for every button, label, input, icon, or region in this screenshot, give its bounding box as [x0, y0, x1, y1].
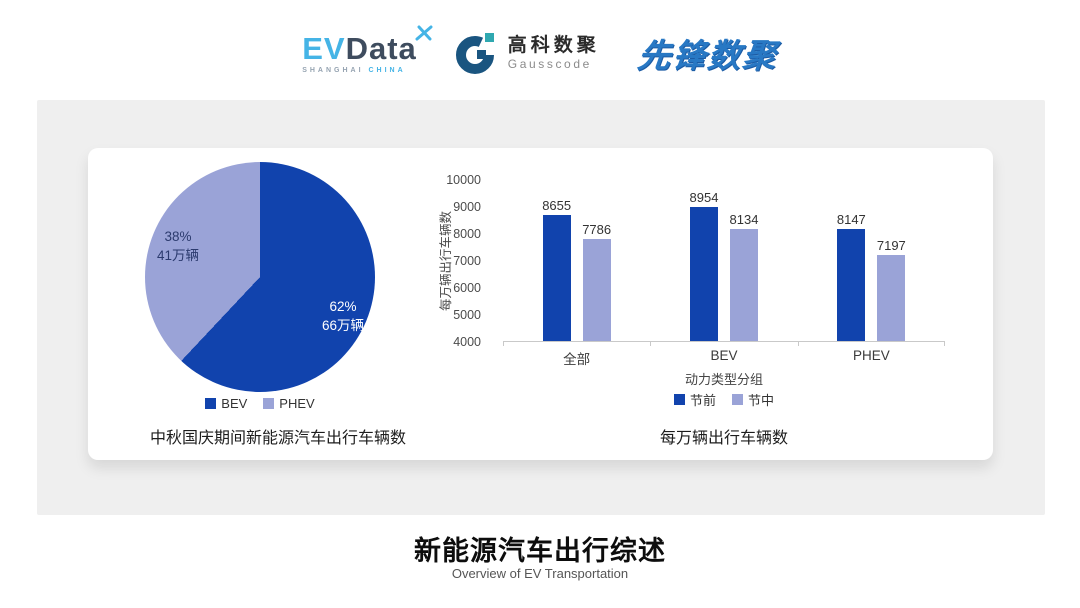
bar-y-tick-labels: 4000 5000 6000 7000 8000 9000 10000: [443, 174, 491, 348]
x-axis-tick: [503, 342, 504, 346]
evdata-x-icon: [415, 25, 433, 40]
evdata-wordmark: EVData: [302, 25, 433, 66]
charts-panel: 38% 41万辆 62% 66万辆 BEV PHEV 中秋国庆期间新能源汽车出行车…: [37, 100, 1045, 515]
x-category-label-BEV: BEV: [710, 348, 738, 363]
gausscode-logo: 高科数聚 Gausscode: [455, 31, 600, 75]
page-subtitle: Overview of EV Transportation: [451, 566, 629, 581]
pie-legend-label: BEV: [221, 396, 248, 411]
bar-节中-全部: [582, 238, 611, 341]
bar-节前-BEV: [690, 207, 718, 341]
y-tick-label: 7000: [453, 254, 481, 268]
bar-value-label: 8954: [689, 190, 719, 206]
gausscode-cn-text: 高科数聚: [507, 35, 600, 57]
y-tick-label: 10000: [446, 173, 481, 187]
x-axis-tick: [944, 342, 945, 346]
pie-graphic: 38% 41万辆 62% 66万辆: [145, 162, 375, 392]
evdata-logo: EVData SHANGHAI CHINA: [302, 25, 433, 74]
pioneer-text: 先锋数聚: [635, 37, 780, 74]
bar-plot-area: 8655 7786 8954 8134 8147 7197: [503, 180, 945, 346]
bar-legend-label: 节中: [748, 393, 775, 408]
pie-chart-title: 中秋国庆期间新能源汽车出行车辆数: [149, 430, 406, 447]
bar-节中-PHEV: [877, 254, 906, 341]
pie-legend: BEV PHEV: [145, 396, 375, 411]
y-tick-label: 5000: [453, 308, 481, 322]
bar-legend-item-节前: 节前: [673, 390, 716, 409]
bar-legend: 节前 节中: [503, 390, 945, 409]
bar-legend-item-节中: 节中: [732, 390, 774, 409]
bar-legend-label: 节前: [689, 393, 716, 408]
x-category-label-全部: 全部: [563, 352, 591, 367]
evdata-china-text: CHINA: [368, 66, 406, 74]
bar-value-label: 7786: [582, 221, 612, 237]
x-category-label-PHEV: PHEV: [852, 348, 890, 363]
pie-bev-percent: 62%: [329, 299, 357, 314]
bar-节前-PHEV: [837, 229, 866, 341]
pie-legend-item-PHEV: PHEV: [263, 396, 315, 411]
pie-label-bev: 62% 66万辆: [322, 298, 364, 336]
bar-legend-swatch: [732, 394, 743, 405]
bar-legend-swatch: [673, 394, 685, 405]
pie-label-phev: 38% 41万辆: [157, 228, 199, 266]
bar-value-label: 8134: [729, 212, 759, 228]
x-axis-tick: [797, 342, 799, 346]
header-logos: EVData SHANGHAI CHINA 高科数聚 Gausscode: [0, 24, 1080, 82]
evdata-shanghai-text: SHANGHAI: [302, 66, 364, 74]
x-axis-tick: [650, 342, 652, 346]
pioneer-logo: 先锋数聚: [635, 29, 780, 77]
evdata-ev-text: EV: [302, 30, 346, 66]
bar-chart-title: 每万辆出行车辆数: [659, 430, 788, 447]
bar-value-label: 7197: [876, 237, 906, 253]
gausscode-text: 高科数聚 Gausscode: [508, 35, 600, 71]
bar-节前-全部: [542, 215, 571, 341]
bar-x-axis-title: 动力类型分组: [684, 372, 763, 387]
pie-legend-label: PHEV: [279, 396, 315, 411]
y-tick-label: 6000: [453, 281, 481, 295]
bar-value-label: 8655: [542, 198, 572, 214]
pie-phev-percent: 38%: [164, 229, 192, 244]
gausscode-g-icon: [455, 33, 494, 74]
evdata-data-text: Data: [345, 30, 417, 66]
bar-value-label: 8147: [836, 212, 866, 228]
charts-card: 38% 41万辆 62% 66万辆 BEV PHEV 中秋国庆期间新能源汽车出行车…: [88, 148, 993, 460]
y-tick-label: 9000: [453, 200, 481, 214]
pie-legend-item-BEV: BEV: [205, 396, 247, 411]
bar-节中-BEV: [730, 229, 758, 341]
evdata-subtext: SHANGHAI CHINA: [302, 67, 405, 74]
bar-x-category-labels: 全部 BEV PHEV: [503, 348, 945, 367]
pie-legend-swatch: [205, 398, 217, 409]
pie-phev-value: 41万辆: [156, 247, 200, 263]
y-tick-label: 8000: [453, 227, 481, 241]
gausscode-en-text: Gausscode: [507, 56, 592, 71]
pie-bev-value: 66万辆: [321, 317, 365, 333]
pie-legend-swatch: [263, 398, 275, 409]
y-tick-label: 4000: [453, 335, 481, 349]
page-title: 新能源汽车出行综述: [414, 536, 666, 566]
